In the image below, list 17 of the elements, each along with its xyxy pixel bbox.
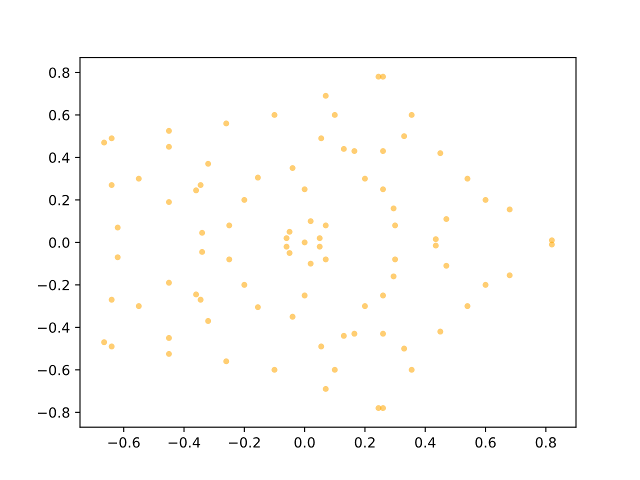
x-tick-label: −0.2 xyxy=(228,437,260,448)
y-tick-label: 0.8 xyxy=(49,67,70,78)
x-tick-label: 0.6 xyxy=(475,437,496,448)
y-tick-label: 0.4 xyxy=(49,152,70,163)
y-tick-label: −0.4 xyxy=(38,322,70,333)
x-tick-label: 0.0 xyxy=(294,437,315,448)
y-tick-label: −0.6 xyxy=(38,364,70,376)
y-tick-label: 0.0 xyxy=(49,237,70,248)
y-tick-label: −0.2 xyxy=(38,280,69,290)
x-tick-label: 0.8 xyxy=(536,437,556,448)
y-tick-label: 0.6 xyxy=(49,110,70,120)
y-tick-label: 0.2 xyxy=(49,194,69,206)
y-tick-label: −0.8 xyxy=(38,407,70,418)
x-tick-label: −0.4 xyxy=(168,437,200,448)
x-tick-label: 0.4 xyxy=(415,437,436,448)
x-tick-label: −0.6 xyxy=(108,437,140,448)
x-tick-label: 0.2 xyxy=(354,437,375,448)
